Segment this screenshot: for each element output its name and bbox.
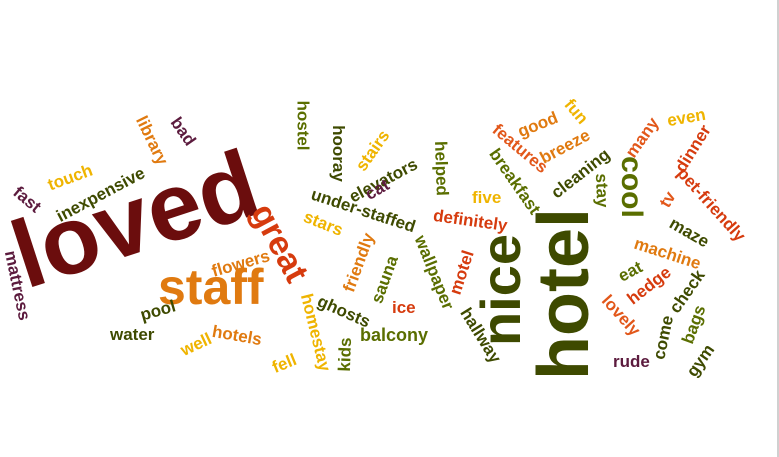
word-good: good <box>514 107 561 142</box>
word-stay: stay <box>591 173 613 208</box>
word-rude: rude <box>613 352 650 371</box>
word-kids: kids <box>334 337 356 372</box>
word-helped: helped <box>430 140 452 197</box>
word-pool: pool <box>138 296 178 325</box>
word-wallpaper: wallpaper <box>410 232 458 313</box>
word-hooray: hooray <box>328 125 348 182</box>
word-ice: ice <box>392 298 416 317</box>
word-staff: staff <box>158 259 264 315</box>
word-definitely: definitely <box>432 205 509 236</box>
word-water: water <box>110 325 155 344</box>
word-five: five <box>472 188 502 207</box>
word-balcony: balcony <box>360 325 429 345</box>
word-hotel: hotel <box>523 208 604 380</box>
right-edge-divider <box>777 0 779 457</box>
word-gym: gym <box>682 340 719 381</box>
word-fun: fun <box>560 95 592 128</box>
word-cool: cool <box>614 156 648 218</box>
word-fell: fell <box>269 350 300 377</box>
word-library: library <box>132 112 172 169</box>
word-tv: tv <box>655 188 680 211</box>
word-hotels: hotels <box>210 321 264 350</box>
word-come: come <box>649 313 678 362</box>
word-many: many <box>621 113 663 162</box>
word-dinner: dinner <box>671 121 715 176</box>
word-hostel: hostel <box>293 100 313 151</box>
word-well: well <box>177 329 215 360</box>
